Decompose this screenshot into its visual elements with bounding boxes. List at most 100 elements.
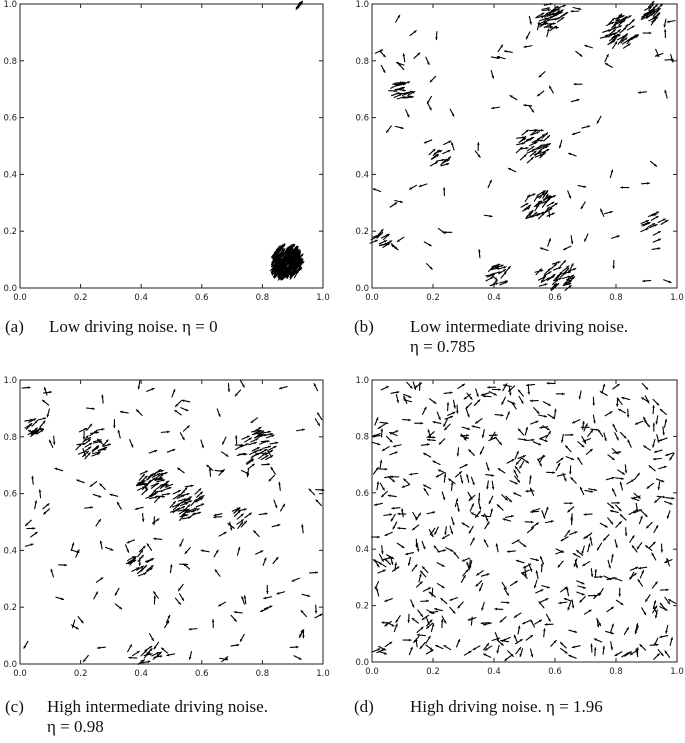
particle-arrowhead: [101, 428, 104, 431]
particle-arrowhead: [414, 385, 418, 388]
particle-arrowhead: [42, 421, 46, 424]
particle-arrowhead: [172, 448, 175, 452]
particle-arrowhead: [412, 527, 416, 530]
particle-arrowhead: [145, 483, 149, 487]
particle-arrowhead: [225, 453, 229, 457]
caption-c: (c) High intermediate driving noise. η =…: [5, 696, 325, 740]
particle-arrowhead: [518, 389, 521, 393]
x-tick-label: 0.4: [487, 667, 501, 677]
particle-arrowhead: [450, 549, 453, 552]
particle-arrowhead: [257, 431, 261, 435]
particle-arrowhead: [451, 522, 455, 525]
particle-arrowhead: [260, 609, 264, 612]
scatter-plot-a: 0.0 0.2 0.4 0.6 0.8 1.0 0.0 0.2 0.4 0.6 0.8 1.0: [3, 0, 329, 303]
particle-arrowhead: [263, 596, 267, 600]
particle-arrowhead: [504, 658, 508, 661]
y-tick-label: 1.0: [355, 376, 369, 386]
particle-arrowhead: [468, 618, 471, 621]
particle-arrowhead: [236, 643, 239, 647]
particle-arrowhead: [500, 264, 504, 268]
particle-arrowhead: [622, 35, 625, 39]
particle-arrowhead: [560, 439, 564, 443]
particle-arrowhead: [256, 429, 260, 433]
particle-arrowhead: [621, 477, 624, 480]
particle-arrowhead: [479, 588, 482, 591]
particle-arrowhead: [530, 527, 534, 530]
particle-arrowhead: [32, 526, 35, 530]
particle-arrowhead: [616, 384, 620, 387]
particle-arrowhead: [604, 438, 607, 441]
particle-arrowhead: [643, 417, 646, 420]
particle-arrowhead: [390, 475, 393, 479]
particle-arrowhead: [544, 200, 548, 204]
particle-arrowhead: [476, 393, 479, 397]
particle-arrowhead: [384, 623, 388, 627]
particle-arrowhead: [400, 200, 403, 204]
particle-arrowhead: [417, 633, 420, 637]
particle-arrowhead: [99, 541, 103, 544]
particle-arrowhead: [408, 395, 412, 398]
particle-arrowhead: [110, 548, 113, 551]
particle-arrowhead: [552, 12, 556, 16]
particle-arrowhead: [660, 603, 663, 606]
particle-arrowhead: [453, 552, 457, 555]
particle-arrowhead: [584, 44, 588, 48]
particle-arrowhead: [610, 647, 614, 650]
particle-arrowhead: [407, 562, 411, 566]
particle-arrowhead: [594, 638, 597, 641]
particle-arrowhead: [622, 20, 626, 23]
particle-arrowhead: [182, 514, 185, 518]
particle-arrowhead: [377, 442, 380, 446]
particle-arrowhead: [298, 259, 302, 262]
particle-arrowhead: [606, 54, 609, 58]
particle-arrowhead: [248, 512, 252, 516]
particle-arrowhead: [135, 507, 138, 511]
particle-arrowhead: [483, 622, 487, 626]
particle-arrowhead: [544, 283, 548, 286]
particle-arrowhead: [655, 54, 658, 57]
particle-arrowhead: [620, 602, 624, 605]
particle-arrowhead: [652, 6, 656, 10]
particle-arrowhead: [548, 271, 552, 274]
particle-arrowhead: [131, 556, 135, 559]
particle-arrowhead: [525, 489, 529, 493]
particle-arrowhead: [452, 610, 455, 614]
particle-arrowhead: [493, 436, 497, 440]
particle-arrowhead: [525, 36, 529, 39]
particle-arrowhead: [97, 439, 101, 442]
particle-arrowhead: [379, 460, 383, 463]
particle-arrowhead: [442, 497, 446, 500]
particle-arrowhead: [538, 619, 542, 623]
particle-arrowhead: [438, 417, 441, 420]
particle-arrowhead: [394, 202, 397, 206]
particle-arrowhead: [522, 142, 525, 145]
particle-arrowhead: [243, 595, 247, 599]
particle-arrowhead: [530, 619, 534, 623]
particle-arrowhead: [144, 565, 147, 568]
particle-arrowhead: [510, 653, 514, 657]
particle-arrowhead: [494, 280, 498, 283]
particle-arrowhead: [628, 651, 632, 655]
particle-arrowhead: [631, 25, 635, 29]
x-tick-label: 0.0: [365, 293, 379, 303]
particle-arrowhead: [560, 9, 564, 13]
particle-arrowhead: [570, 433, 574, 437]
particle-arrowhead: [472, 425, 475, 428]
y-tick-label: 1.0: [3, 0, 17, 10]
particle-arrowhead: [538, 149, 542, 153]
particle-arrowhead: [149, 567, 153, 571]
particle-arrowhead: [267, 450, 270, 453]
particle-arrowhead: [594, 594, 597, 597]
particle-arrowhead: [506, 592, 509, 596]
particle-arrowhead: [491, 75, 495, 79]
particle-arrowhead: [618, 593, 622, 597]
particle-arrowhead: [568, 285, 572, 288]
particle-arrowhead: [514, 614, 517, 618]
particle-arrowhead: [140, 568, 144, 571]
particle-arrowhead: [537, 201, 541, 204]
particle-arrowhead: [504, 50, 507, 53]
particle-arrowhead: [522, 136, 525, 139]
particle-arrowhead: [83, 659, 86, 662]
particle-arrowhead: [554, 9, 558, 12]
particle-arrowhead: [602, 384, 606, 387]
